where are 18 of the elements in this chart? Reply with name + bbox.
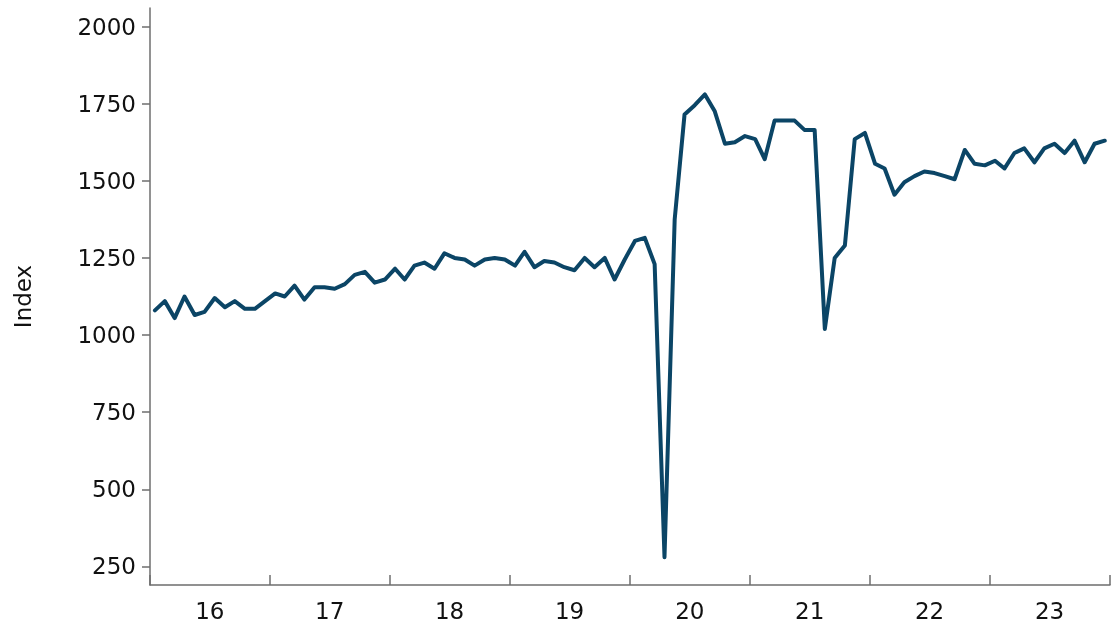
x-tick-label: 23 [1034, 597, 1065, 624]
y-tick-label: 1750 [77, 90, 136, 117]
y-tick-label: 500 [92, 476, 136, 503]
line-series [152, 92, 1107, 560]
y-tick-label: 250 [92, 553, 136, 580]
y-tick-label: 1000 [77, 322, 136, 349]
x-tick-label: 16 [195, 597, 225, 624]
x-tick-label: 18 [434, 597, 465, 624]
x-tick-label: 22 [914, 597, 945, 624]
x-tick-label: 21 [795, 597, 825, 624]
x-tick-label: 17 [315, 597, 345, 624]
y-tick-label: 1250 [77, 244, 136, 271]
y-tick-label: 1500 [77, 167, 136, 194]
y-tick-label: 2000 [77, 13, 136, 40]
y-tick-label: 750 [92, 399, 136, 426]
x-tick-label: 19 [554, 597, 585, 624]
x-tick-label: 20 [675, 597, 705, 624]
y-axis-title: Index [9, 264, 36, 329]
